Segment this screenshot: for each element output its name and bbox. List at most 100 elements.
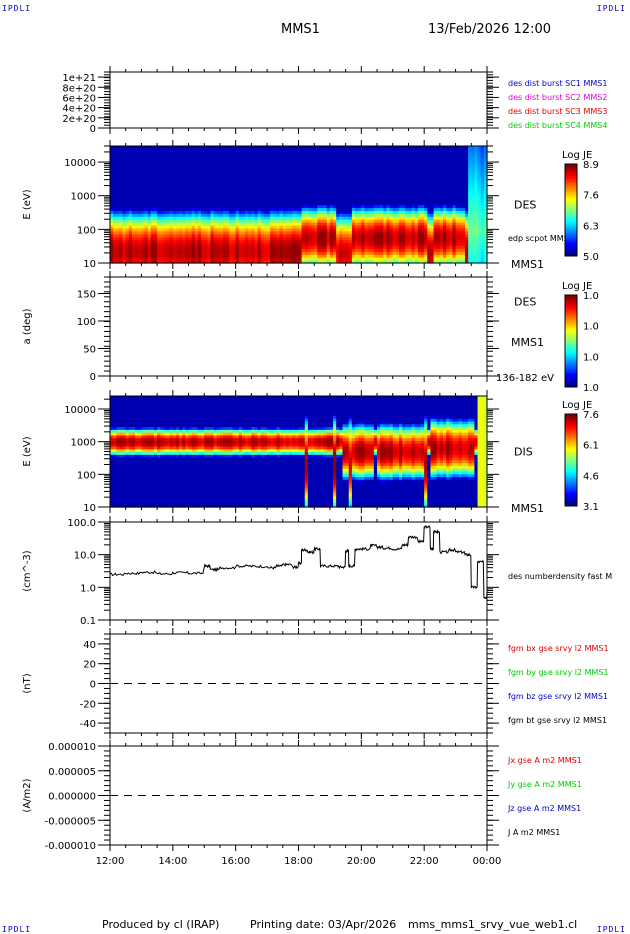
heatmap-cell-p2 [150,207,155,211]
heatmap-cell-p2 [329,248,334,252]
heatmap-cell-p2 [201,207,205,211]
heatmap-cell-p2 [424,198,428,203]
heatmap-cell-p2 [223,230,227,235]
heatmap-cell-p2 [282,169,287,173]
heatmap-cell-p2 [282,248,287,252]
heatmap-cell-p2 [160,236,165,241]
heatmap-cell-p2 [383,189,388,194]
heatmap-cell-p2 [358,166,362,170]
heatmap-cell-p2 [185,160,190,165]
heatmap-cell-p2 [370,154,375,159]
y-tick-label-p2: 10 [83,259,96,270]
heatmap-cell-p2 [279,151,284,156]
heatmap-cell-p2 [355,204,359,209]
heatmap-cell-p2 [427,160,432,165]
heatmap-cell-p2 [443,257,447,261]
heatmap-cell-p2 [427,248,432,252]
heatmap-cell-p2 [405,257,410,261]
heatmap-cell-p2 [389,169,394,173]
heatmap-cell-p2 [191,227,196,232]
heatmap-cell-p2 [477,227,482,232]
heatmap-cell-p2 [351,216,356,220]
heatmap-cell-p2 [144,184,149,188]
heatmap-cell-p2 [386,245,391,249]
heatmap-cell-p2 [257,230,262,235]
heatmap-cell-p2 [188,242,193,247]
heatmap-cell-p2 [235,242,240,247]
heatmap-cell-p2 [138,154,143,159]
heatmap-cell-p2 [229,195,234,200]
heatmap-cell-p2 [323,227,328,232]
heatmap-cell-p2 [166,184,171,188]
heatmap-cell-p2 [408,181,413,185]
heatmap-cell-p2 [458,157,463,162]
heatmap-cell-p2 [201,166,205,170]
heatmap-cell-p2 [150,198,155,203]
heatmap-cell-p2 [245,195,249,200]
heatmap-cell-p2 [125,154,130,159]
heatmap-cell-p2 [157,233,161,238]
heatmap-cell-p2 [317,166,322,170]
heatmap-cell-p2 [307,146,312,150]
heatmap-cell-p2 [477,239,482,244]
heatmap-cell-p2 [446,160,450,165]
heatmap-cell-p2 [141,184,146,188]
heatmap-cell-p2 [251,151,256,156]
heatmap-cell-p2 [194,186,199,191]
heatmap-cell-p2 [314,204,318,209]
heatmap-cell-p2 [405,160,410,165]
heatmap-cell-p2 [150,169,155,173]
heatmap-cell-p2 [219,233,224,238]
heatmap-cell-p2 [414,248,419,252]
heatmap-cell-p2 [179,254,183,258]
heatmap-cell-p2 [439,213,444,217]
heatmap-cell-p2 [411,245,416,249]
heatmap-cell-p2 [361,169,366,173]
heatmap-cell-p2 [191,233,196,238]
heatmap-cell-p2 [383,178,388,182]
heatmap-cell-p2 [241,154,246,159]
heatmap-cell-p2 [421,210,425,214]
heatmap-cell-p2 [229,260,234,264]
heatmap-cell-p2 [110,184,114,188]
heatmap-cell-p2 [122,175,127,179]
heatmap-cell-p2 [317,198,322,203]
heatmap-cell-p2 [279,163,284,168]
heatmap-cell-p2 [320,230,325,235]
heatmap-cell-p2 [226,219,230,223]
heatmap-cell-p2 [175,157,180,162]
heatmap-cell-p2 [399,160,403,165]
heatmap-cell-p2 [298,254,303,258]
heatmap-cell-p2 [373,195,378,200]
heatmap-cell-p2 [427,239,432,244]
heatmap-cell-p2 [304,154,309,159]
heatmap-cell-p2 [458,198,463,203]
heatmap-cell-p2 [122,198,127,203]
heatmap-cell-p2 [285,210,290,214]
heatmap-cell-p2 [455,181,460,185]
heatmap-cell-p2 [458,204,463,209]
heatmap-cell-p2 [219,148,224,153]
heatmap-cell-p2 [364,207,369,211]
heatmap-cell-p2 [301,163,306,168]
heatmap-cell-p2 [455,254,460,258]
heatmap-cell-p2 [424,157,428,162]
heatmap-cell-p2 [336,216,340,220]
heatmap-cell-p2 [355,251,359,255]
heatmap-cell-p2 [270,192,274,197]
heatmap-cell-p2 [395,148,400,153]
heatmap-cell-p2 [323,175,328,179]
heatmap-cell-p2 [348,166,353,170]
heatmap-cell-p2 [241,146,246,150]
heatmap-cell-p2 [304,245,309,249]
heatmap-cell-p2 [380,239,384,244]
heatmap-cell-p2 [421,236,425,241]
heatmap-cell-p2 [348,245,353,249]
heatmap-cell-p2 [370,210,375,214]
heatmap-cell-p2 [157,163,161,168]
heatmap-cell-p2 [175,151,180,156]
heatmap-cell-p2 [323,195,328,200]
heatmap-cell-p2 [125,175,130,179]
heatmap-cell-p2 [439,260,444,264]
heatmap-cell-p2 [153,189,158,194]
